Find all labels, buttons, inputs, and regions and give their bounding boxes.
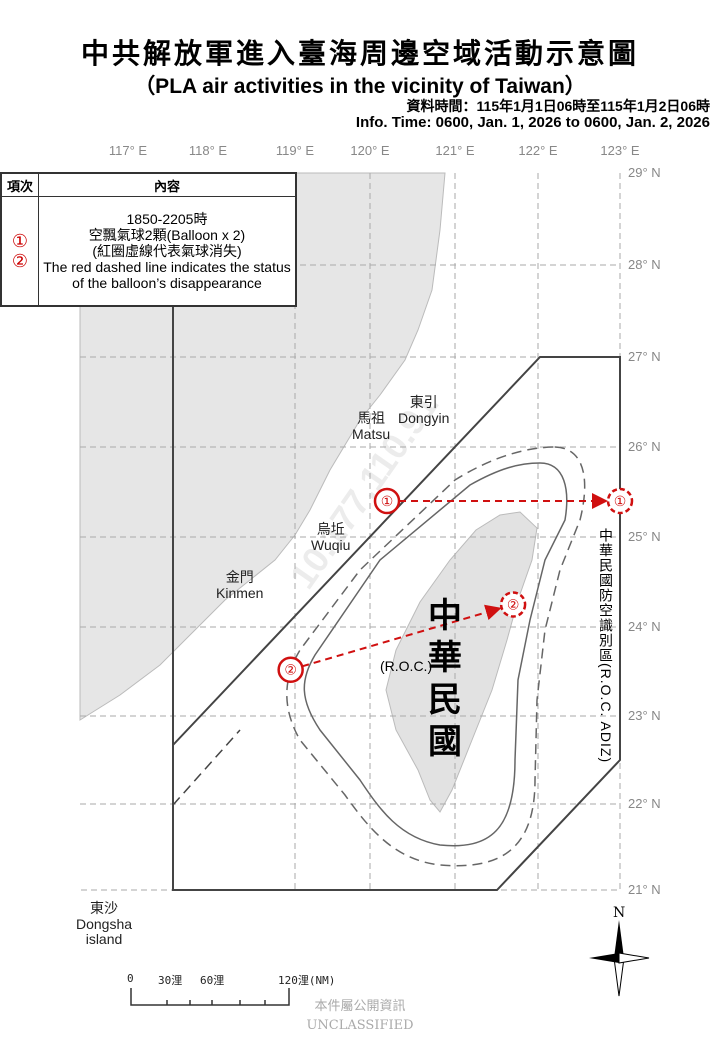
longitude-label: 123° E xyxy=(600,143,640,158)
latitude-label: 25° N xyxy=(628,529,661,544)
longitude-label: 120° E xyxy=(350,143,390,158)
balloon-start-marker: ① xyxy=(373,487,401,515)
place-dongsha: 東沙 Dongsha island xyxy=(76,901,133,947)
latitude-label: 23° N xyxy=(628,708,661,723)
legend-note-en: The red dashed line indicates the status… xyxy=(43,259,291,291)
balloon-end-marker: ① xyxy=(606,487,634,515)
place-matsu: 馬祖 Matsu xyxy=(352,411,391,442)
adiz-boundary xyxy=(172,307,621,891)
balloon-start-marker: ② xyxy=(277,656,304,683)
longitude-label: 119° E xyxy=(275,143,315,158)
legend-mark-2: ② xyxy=(11,251,29,271)
taiwan-label-chinese: 中華民國 xyxy=(428,596,462,762)
latitude-label: 29° N xyxy=(628,165,661,180)
balloon-end-marker: ② xyxy=(499,591,527,618)
latitude-label: 21° N xyxy=(628,882,661,897)
legend-header-item: 項次 xyxy=(1,173,39,197)
svg-text:②: ② xyxy=(507,598,520,614)
place-dongyin: 東引 Dongyin xyxy=(398,395,450,426)
latitude-label: 22° N xyxy=(628,796,661,811)
legend-balloon-count: 空飄氣球2顆(Balloon x 2) xyxy=(88,227,246,243)
longitude-label: 121° E xyxy=(435,143,475,158)
legend-time: 1850-2205時 xyxy=(126,211,208,227)
place-kinmen: 金門 Kinmen xyxy=(216,570,264,601)
svg-text:①: ① xyxy=(614,494,627,510)
territorial-boundaries xyxy=(286,446,586,867)
latitude-label: 24° N xyxy=(628,619,661,634)
longitude-label: 117° E xyxy=(108,143,148,158)
longitude-label: 118° E xyxy=(188,143,228,158)
scale-label: 60浬 xyxy=(200,974,225,987)
compass-north-label: N xyxy=(613,905,626,921)
scale-bar xyxy=(130,988,290,1006)
adiz-label: 中華民國防空識別區(R.O.C. ADIZ) xyxy=(598,528,614,764)
footer-chinese: 本件屬公開資訊 xyxy=(314,999,406,1014)
classification-footer: 本件屬公開資訊 UNCLASSIFIED xyxy=(0,997,720,1035)
legend-item-marks: ① ② xyxy=(1,196,39,306)
balloon-track-line xyxy=(301,604,502,668)
latitude-label: 27° N xyxy=(628,349,661,364)
legend-content: 1850-2205時 空飄氣球2顆(Balloon x 2) (紅圈虛線代表氣球… xyxy=(38,196,296,306)
balloon-tracks: ① ① ② ② xyxy=(277,487,634,683)
title-english: （PLA air activities in the vicinity of T… xyxy=(134,75,586,98)
svg-text:②: ② xyxy=(284,663,297,679)
longitude-label: 122° E xyxy=(518,143,558,158)
info-time-chinese: 資料時間：115年1月1日06時至115年1月2日06時 xyxy=(406,98,710,114)
title-chinese: 中共解放軍進入臺海周邊空域活動示意圖 xyxy=(80,37,639,70)
svg-text:①: ① xyxy=(381,494,394,510)
taiwan-label-english: (R.O.C.) xyxy=(380,658,433,674)
legend-mark-1: ① xyxy=(11,231,29,251)
scale-label: 120浬(NM) xyxy=(278,974,336,987)
place-wuqiu: 烏坵 Wuqiu xyxy=(311,522,351,553)
compass-rose-icon xyxy=(589,920,650,997)
land-taiwan xyxy=(385,511,538,813)
scale-label: 30浬 xyxy=(158,974,183,987)
latitude-label: 28° N xyxy=(628,257,661,272)
legend-header-content: 內容 xyxy=(38,173,296,197)
latitude-label: 26° N xyxy=(628,439,661,454)
info-time-english: Info. Time: 0600, Jan. 1, 2026 to 0600, … xyxy=(355,114,710,131)
scale-label: 0 xyxy=(127,972,134,985)
legend-note-zh: (紅圈虛線代表氣球消失) xyxy=(92,243,242,259)
legend-table: 項次 內容 ① ② 1850-2205時 空飄氣球2顆(Balloon x 2)… xyxy=(0,172,297,307)
footer-english: UNCLASSIFIED xyxy=(306,1018,414,1033)
